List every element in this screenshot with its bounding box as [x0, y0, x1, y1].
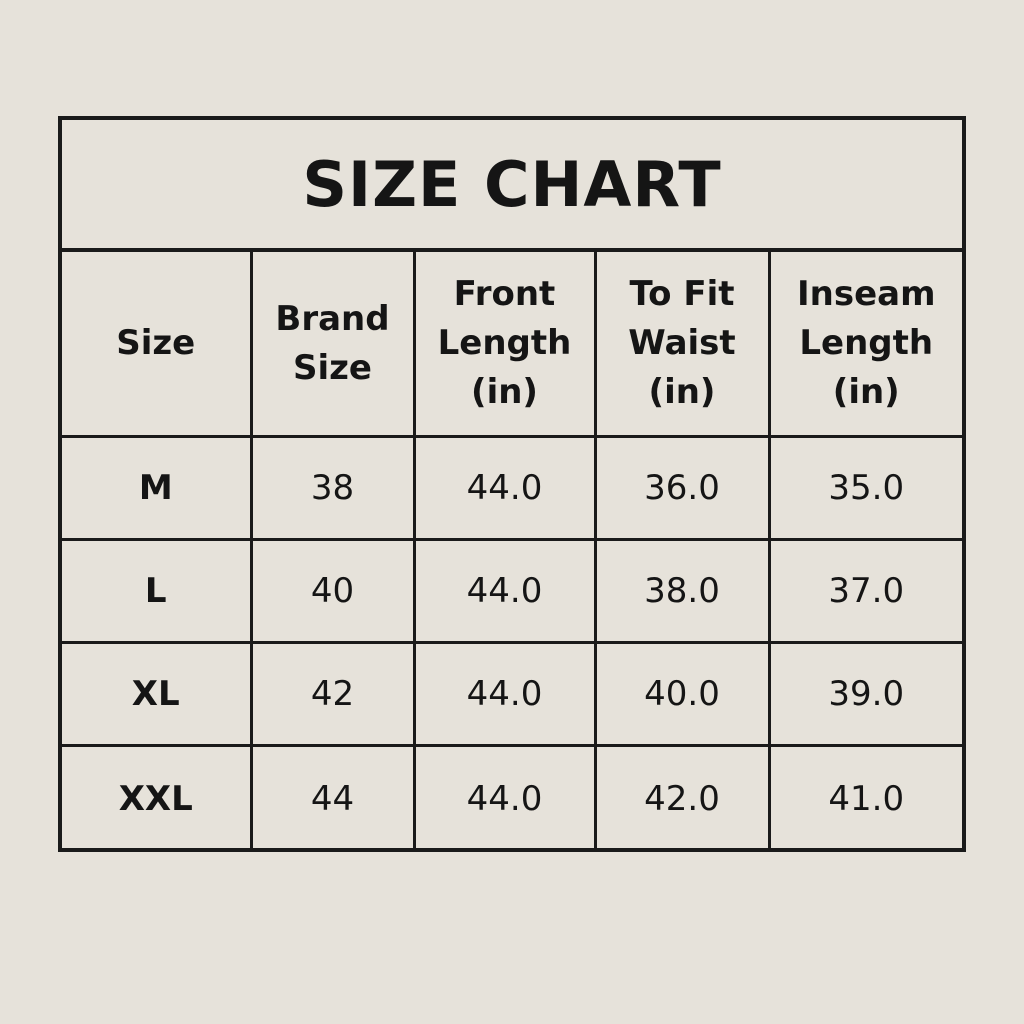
chart-title: SIZE CHART — [62, 120, 962, 252]
size-chart: SIZE CHART Size Brand Size Front Length … — [58, 116, 966, 852]
cell-size: L — [62, 538, 253, 644]
table-row: XXL 44 44.0 42.0 41.0 — [62, 744, 962, 851]
cell-waist: 38.0 — [593, 538, 771, 644]
cell-inseam: 37.0 — [767, 538, 962, 644]
header-brand-size: Brand Size — [249, 252, 416, 438]
cell-size: XL — [62, 641, 253, 747]
header-inseam: Inseam Length (in) — [767, 252, 962, 438]
header-waist: To Fit Waist (in) — [593, 252, 771, 438]
cell-brand-size: 44 — [249, 744, 416, 851]
cell-brand-size: 38 — [249, 435, 416, 541]
cell-front-length: 44.0 — [412, 641, 597, 747]
cell-front-length: 44.0 — [412, 538, 597, 644]
cell-inseam: 39.0 — [767, 641, 962, 747]
cell-inseam: 35.0 — [767, 435, 962, 541]
header-row: Size Brand Size Front Length (in) To Fit… — [62, 252, 962, 438]
cell-brand-size: 42 — [249, 641, 416, 747]
cell-front-length: 44.0 — [412, 744, 597, 851]
table-row: L 40 44.0 38.0 37.0 — [62, 538, 962, 644]
table-row: XL 42 44.0 40.0 39.0 — [62, 641, 962, 747]
cell-waist: 36.0 — [593, 435, 771, 541]
table-row: M 38 44.0 36.0 35.0 — [62, 435, 962, 541]
cell-inseam: 41.0 — [767, 744, 962, 851]
cell-waist: 40.0 — [593, 641, 771, 747]
header-front-length: Front Length (in) — [412, 252, 597, 438]
cell-size: M — [62, 435, 253, 541]
header-size: Size — [62, 252, 253, 438]
cell-waist: 42.0 — [593, 744, 771, 851]
cell-size: XXL — [62, 744, 253, 851]
cell-brand-size: 40 — [249, 538, 416, 644]
size-table: Size Brand Size Front Length (in) To Fit… — [62, 252, 962, 851]
cell-front-length: 44.0 — [412, 435, 597, 541]
